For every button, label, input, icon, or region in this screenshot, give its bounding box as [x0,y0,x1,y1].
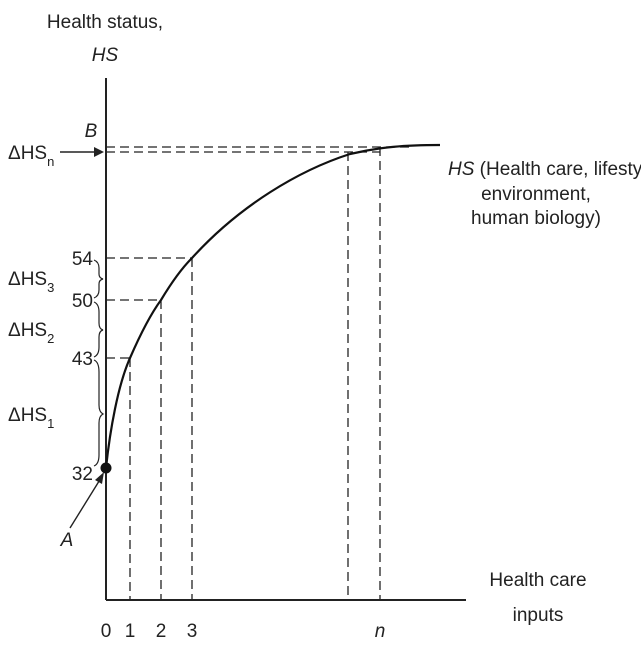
delta-hs3-label: ΔHS3 [8,269,54,295]
curve-label-rest: (Health care, lifestyle, [474,159,641,180]
y-tick-label: 54 [72,249,94,270]
curve-label-hs: HS [448,159,475,180]
y-tick-label: 43 [72,349,93,370]
delta-hs2-label: ΔHS2 [8,320,54,346]
health-status-curve [104,143,441,469]
delta-main: ΔHS [8,269,47,290]
x-axis-title-line2: inputs [513,605,564,626]
delta-main: ΔHS [8,320,47,341]
brace-delta-1 [93,359,105,467]
x-tick-label: 3 [187,621,198,642]
arrow-b-head [94,147,104,157]
delta-main: ΔHS [8,405,47,426]
delta-subscript: 1 [47,416,54,431]
brace-delta-3 [93,259,104,299]
x-tick-label: 2 [156,621,167,642]
arrow-a-head [95,472,104,484]
curve-label-line2: environment, [481,184,591,205]
point-a-label: A [60,530,74,551]
delta-main: ΔHS [8,143,47,164]
curve-label-line1: HS (Health care, lifestyle, [448,159,641,180]
brace-delta-2 [93,301,104,358]
x-tick-label-n: n [375,621,386,642]
y-axis-title-line2: HS [92,45,119,66]
curve-label-line3: human biology) [471,208,601,229]
y-axis-title-line1: Health status, [47,12,163,33]
arrow-a-shaft [69,477,102,529]
y-tick-label: 50 [72,291,93,312]
delta-subscript: 3 [47,280,54,295]
delta-hs1-label: ΔHS1 [8,405,54,431]
x-tick-label: 1 [125,621,136,642]
x-tick-label: 0 [101,621,112,642]
delta-subscript: n [47,154,54,169]
point-b-label: B [85,121,98,142]
delta-subscript: 2 [47,331,54,346]
y-tick-label: 32 [72,464,93,485]
delta-hsn-label: ΔHSn [8,143,54,169]
point-a-dot [100,462,112,474]
x-axis-title-line1: Health care [489,570,586,591]
